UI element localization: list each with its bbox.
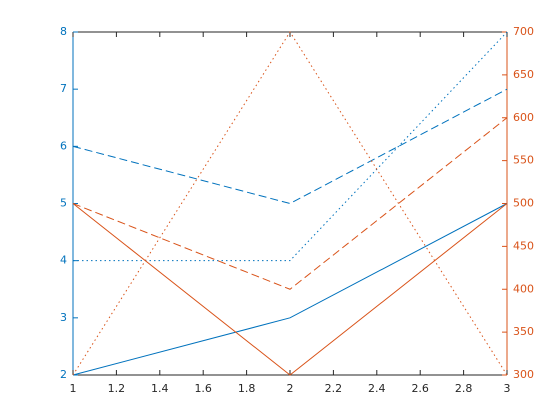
y-tick-label: 8 — [60, 25, 67, 38]
series-line — [72, 203, 508, 376]
y-tick-label: 5 — [60, 197, 67, 210]
x-tick-label: 2.2 — [325, 382, 343, 395]
y2-tick-label: 550 — [513, 154, 534, 167]
series-line — [72, 88, 508, 205]
x-tick-label: 1.6 — [194, 382, 212, 395]
y2-tick-label: 300 — [513, 368, 534, 381]
y-tick-label: 3 — [60, 311, 67, 324]
x-tick-label: 1 — [70, 382, 77, 395]
x-tick-label: 2.6 — [411, 382, 429, 395]
y-tick-label: 6 — [60, 139, 67, 152]
y2-tick-label: 450 — [513, 239, 534, 252]
x-tick-label: 1.2 — [108, 382, 126, 395]
y2-tick-label: 700 — [513, 25, 534, 38]
y-tick-label: 4 — [60, 254, 67, 267]
y-tick-label: 7 — [60, 82, 67, 95]
y2-tick-label: 400 — [513, 282, 534, 295]
y2-tick-label: 600 — [513, 111, 534, 124]
x-tick-label: 2.8 — [455, 382, 473, 395]
x-tick-label: 2.4 — [368, 382, 386, 395]
x-tick-label: 3 — [504, 382, 511, 395]
series-line — [72, 117, 508, 290]
y-tick-label: 2 — [60, 368, 67, 381]
y2-tick-label: 350 — [513, 325, 534, 338]
series-line — [73, 31, 508, 262]
y2-tick-label: 500 — [513, 197, 534, 210]
x-tick-label: 2 — [287, 382, 294, 395]
x-tick-label: 1.8 — [238, 382, 256, 395]
series-line — [72, 31, 508, 376]
y2-tick-label: 650 — [513, 68, 534, 81]
x-tick-label: 1.4 — [151, 382, 169, 395]
